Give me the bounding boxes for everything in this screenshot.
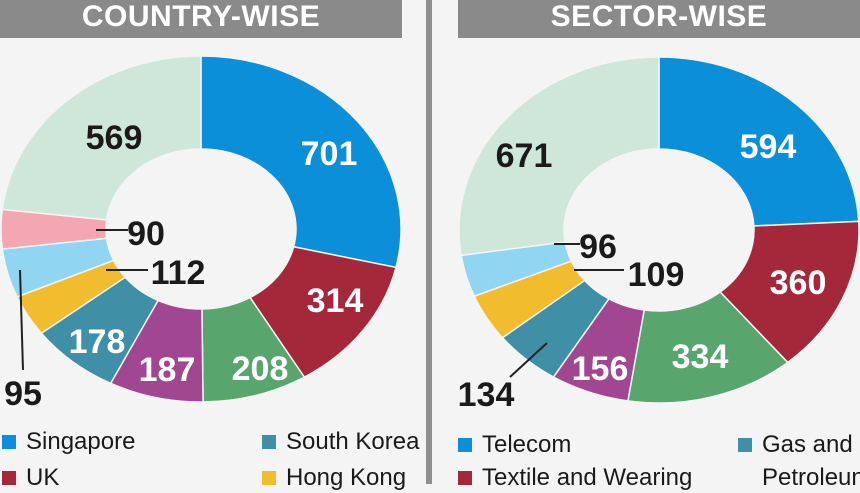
sector-wise-title: SECTOR-WISE (458, 0, 860, 38)
country-data-label-701: 701 (301, 135, 358, 173)
country-slices (0, 55, 402, 403)
legend-item-telecom: Telecom (458, 430, 571, 460)
sector-slice-671 (458, 56, 660, 257)
country-data-label-187: 187 (139, 351, 196, 389)
sector-leader-line-134 (509, 342, 548, 378)
country-data-label-208: 208 (232, 350, 289, 388)
legend-item-gas-and-petroleum: Gas and (738, 430, 853, 460)
sector-data-label-109: 109 (628, 256, 685, 294)
country-data-label-314: 314 (307, 282, 364, 320)
country-data-label-178: 178 (69, 323, 126, 361)
legend-label-telecom: Telecom (482, 431, 572, 458)
legend-item-south-korea: South Korea (262, 427, 419, 457)
legend-item-textile-and-wearing: Textile and Wearing (458, 463, 692, 493)
legend-label-hong-kong: Hong Kong (286, 464, 407, 491)
country-wise-title: COUNTRY-WISE (0, 0, 402, 38)
legend-item-singapore: Singapore (2, 427, 135, 457)
legend-label-textile-and-wearing: Textile and Wearing (482, 464, 693, 491)
legend-label-south-korea: South Korea (286, 428, 420, 455)
sector-data-label-134: 134 (458, 376, 515, 414)
sector-data-label-360: 360 (770, 264, 827, 302)
sector-wise-panel: SECTOR-WISE 594 360 334 156 134 109 96 671 Tele… (442, 0, 860, 491)
legend-item-hong-kong: Hong Kong (262, 463, 406, 493)
legend-swatch-gas-and-petroleum (738, 438, 752, 452)
sector-wise-donut-chart: 594 360 334 156 134 109 96 671 (458, 56, 860, 414)
sector-slice-594 (658, 56, 860, 227)
country-data-label-569: 569 (86, 119, 143, 157)
legend-item-uk: UK (2, 463, 59, 493)
legend-swatch-uk (2, 471, 16, 485)
legend-swatch-singapore (2, 435, 16, 449)
sector-data-label-156: 156 (572, 350, 629, 388)
country-slice-569 (1, 55, 202, 221)
sector-data-label-671: 671 (496, 137, 553, 175)
country-data-label-90: 90 (127, 215, 165, 253)
legend-label-singapore: Singapore (26, 428, 136, 455)
legend-swatch-telecom (458, 438, 472, 452)
country-data-label-112: 112 (151, 254, 206, 292)
sector-data-label-96: 96 (579, 228, 617, 266)
country-wise-panel: COUNTRY-WISE 701 314 208 187 178 95 112 90 569 S… (0, 0, 419, 491)
country-leader-line-95 (19, 269, 24, 371)
legend-label-petroleum: Petroleum (762, 464, 860, 491)
legend-swatch-south-korea (262, 435, 276, 449)
country-data-label-95: 95 (4, 375, 42, 413)
sector-data-label-594: 594 (740, 128, 797, 166)
legend-swatch-hong-kong (262, 471, 276, 485)
panel-divider (426, 0, 432, 484)
legend-label-uk: UK (26, 464, 60, 491)
legend-item-petroleum: Petroleum (762, 463, 860, 493)
sector-data-label-334: 334 (672, 338, 729, 376)
legend-label-gas-and: Gas and (762, 431, 853, 458)
legend-swatch-textile-and-wearing (458, 471, 472, 485)
country-slice-701 (200, 55, 402, 269)
sector-slices (458, 56, 860, 404)
